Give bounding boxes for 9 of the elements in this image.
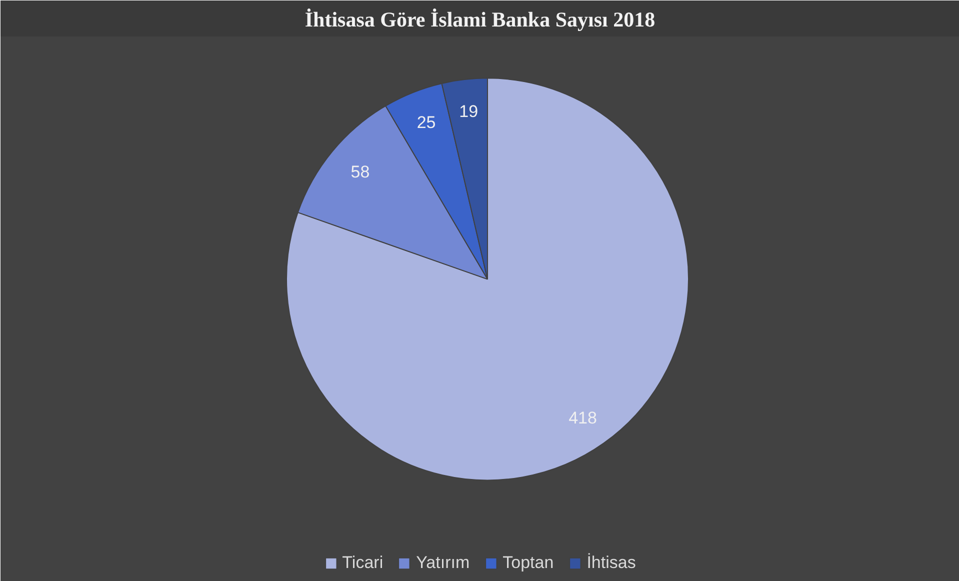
data-label: 19 — [459, 102, 478, 121]
legend-label: İhtisas — [586, 553, 636, 573]
data-label: 58 — [350, 162, 370, 182]
chart-title: İhtisasa Göre İslami Banka Sayısı 2018 — [304, 8, 656, 32]
legend-label: Toptan — [502, 553, 554, 573]
data-label: 418 — [568, 408, 597, 428]
data-label: 25 — [416, 112, 436, 132]
legend-label: Ticari — [342, 553, 384, 573]
legend-label: Yatırım — [416, 553, 470, 573]
